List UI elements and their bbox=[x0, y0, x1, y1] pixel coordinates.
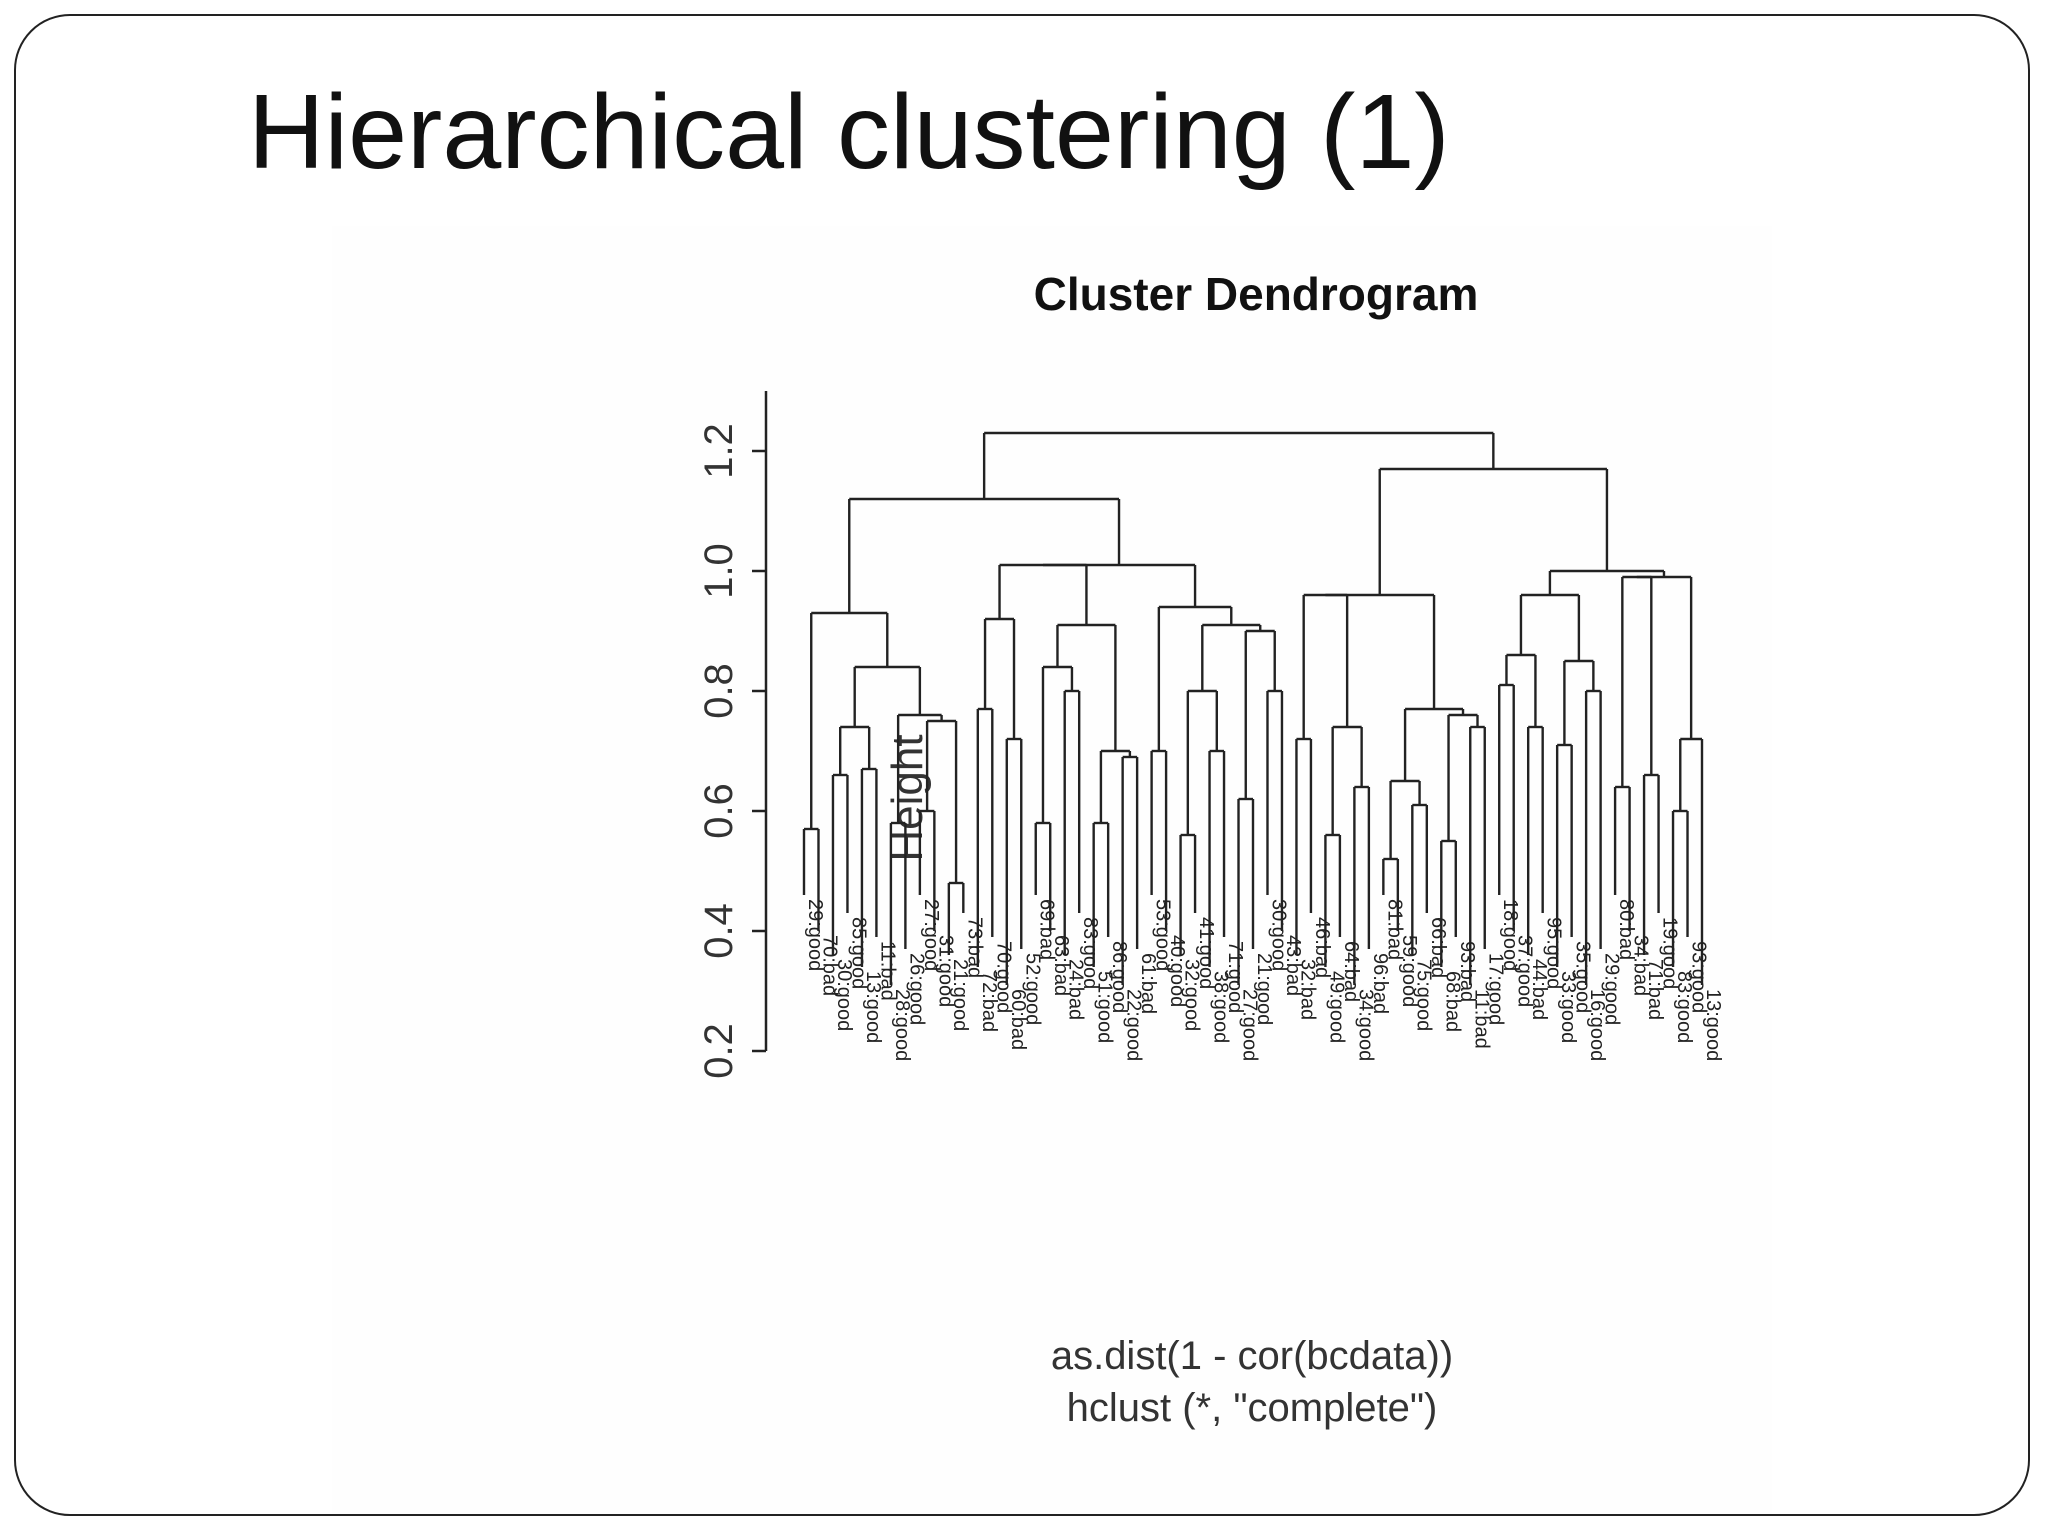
leaf-label: 31:good bbox=[934, 935, 956, 1007]
leaf-label: 85:good bbox=[847, 917, 869, 989]
leaf-label: 40:good bbox=[1166, 935, 1188, 1007]
leaf-label: 52:good bbox=[1021, 953, 1043, 1025]
leaf-label: 30:good bbox=[833, 959, 855, 1031]
leaf-label: 60:bad bbox=[1007, 989, 1029, 1050]
leaf-label: 64:bad bbox=[1340, 941, 1362, 1002]
leaf-label: 27:good bbox=[920, 899, 942, 971]
leaf-label: 32:good bbox=[1181, 959, 1203, 1031]
leaf-label: 18:good bbox=[1499, 899, 1521, 971]
chart-title: Cluster Dendrogram bbox=[1034, 268, 1479, 320]
slide-title: Hierarchical clustering (1) bbox=[248, 73, 1450, 191]
leaf-label: 27:good bbox=[1239, 989, 1261, 1061]
leaf-label: 51:good bbox=[1094, 971, 1116, 1043]
y-tick-label: 1.2 bbox=[697, 423, 741, 479]
leaf-label: 63:bad bbox=[1050, 935, 1072, 996]
leaf-label: 83:good bbox=[1079, 917, 1101, 989]
leaf-label: 71:bad bbox=[1644, 959, 1666, 1020]
leaf-label: 22:good bbox=[1123, 989, 1145, 1061]
leaf-label: 44:bad bbox=[1528, 959, 1550, 1020]
leaf-label: 33:good bbox=[1557, 971, 1579, 1043]
leaf-label: 66:bad bbox=[1427, 917, 1449, 978]
leaf-label: 96:bad bbox=[1369, 953, 1391, 1014]
y-tick-label: 0.8 bbox=[697, 663, 741, 719]
leaf-label: 86:good bbox=[1108, 941, 1130, 1013]
leaf-label: 32:bad bbox=[1296, 959, 1318, 1020]
y-tick-label: 1.0 bbox=[697, 543, 741, 599]
dendrogram-links bbox=[802, 431, 1704, 985]
leaf-label: 30:good bbox=[1267, 899, 1289, 971]
y-tick-label: 0.6 bbox=[697, 783, 741, 839]
leaf-label: 26:good bbox=[905, 953, 927, 1025]
leaf-label: 37:good bbox=[1514, 935, 1536, 1007]
leaf-label: 29:good bbox=[1601, 953, 1623, 1025]
leaf-label: 17:good bbox=[1485, 953, 1507, 1025]
leaf-label: 21:good bbox=[949, 959, 971, 1031]
leaf-label: 29:good bbox=[804, 899, 826, 971]
leaf-label: 49:good bbox=[1325, 971, 1347, 1043]
leaf-label: 70:good bbox=[992, 941, 1014, 1013]
leaf-label: 46:bad bbox=[1311, 917, 1333, 978]
leaf-label: 21:good bbox=[1253, 953, 1275, 1025]
leaf-label: 95:good bbox=[1543, 917, 1565, 989]
leaf-label: 35:good bbox=[1572, 941, 1594, 1013]
leaf-label: 38:good bbox=[1210, 971, 1232, 1043]
leaf-label: 70:bad bbox=[818, 935, 840, 996]
leaf-label: 59:good bbox=[1398, 935, 1420, 1007]
leaf-label: 13:good bbox=[862, 971, 884, 1043]
leaf-label: 93:good bbox=[1688, 941, 1710, 1013]
leaf-label: 53:good bbox=[1152, 899, 1174, 971]
leaf-label: 71:good bbox=[1224, 941, 1246, 1013]
y-tick-label: 0.4 bbox=[697, 903, 741, 959]
leaf-label: 83:good bbox=[1673, 971, 1695, 1043]
slide: Hierarchical clustering (1) Cluster Dend… bbox=[14, 14, 2030, 1516]
cluster-dendrogram: Cluster Dendrogram Height 0.20.40.60.81.… bbox=[697, 268, 1724, 1079]
subtitle-method: hclust (*, "complete") bbox=[1066, 1386, 1438, 1430]
leaf-label: 24:bad bbox=[1065, 959, 1087, 1020]
leaf-label: 11:bad bbox=[1470, 989, 1492, 1049]
leaf-label: 68:bad bbox=[1441, 971, 1463, 1032]
y-axis: 0.2 0.4 0.6 0.8 1.0 1.2 bbox=[697, 391, 768, 1079]
leaf-label: 16:good bbox=[1586, 989, 1608, 1061]
leaf-label: 34:bad bbox=[1630, 935, 1652, 996]
leaf-label: 11:bad bbox=[876, 941, 898, 1001]
leaf-label: 93:bad bbox=[1456, 941, 1478, 1002]
leaf-label: 75:good bbox=[1412, 959, 1434, 1031]
plot-panel: Cluster Dendrogram Height 0.2 0.4 0.6 0.8 1.… bbox=[332, 226, 1772, 1514]
leaf-label: 41:good bbox=[1195, 917, 1217, 989]
leaf-label: 19:good bbox=[1659, 917, 1681, 989]
leaf-label: 34:good bbox=[1354, 989, 1376, 1061]
leaf-label: 13:good bbox=[1702, 989, 1724, 1061]
leaf-label: 43:bad bbox=[1282, 935, 1304, 996]
leaf-label: 28:good bbox=[891, 989, 913, 1061]
leaf-label: 73:bad bbox=[963, 917, 985, 978]
leaf-label: 80:bad bbox=[1615, 899, 1637, 960]
subtitle-distance: as.dist(1 - cor(bcdata)) bbox=[1050, 1334, 1454, 1378]
leaf-label: 61:bad bbox=[1137, 953, 1159, 1014]
leaf-labels: 29:good70:bad30:good85:good13:good11:bad… bbox=[804, 899, 1724, 1061]
leaf-label: 69:bad bbox=[1036, 899, 1058, 960]
y-tick-label: 0.2 bbox=[697, 1023, 741, 1079]
leaf-label: 72:bad bbox=[978, 971, 1000, 1032]
leaf-label: 81:bad bbox=[1383, 899, 1405, 960]
